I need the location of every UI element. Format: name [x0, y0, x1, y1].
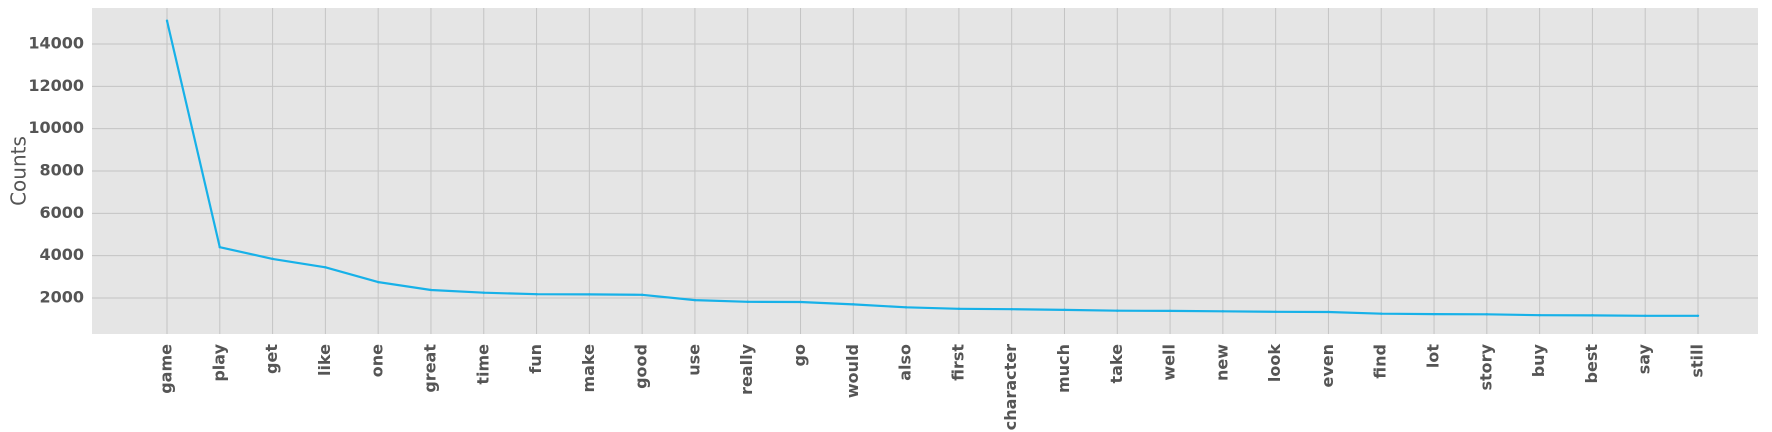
- x-tick-label: go: [790, 344, 809, 366]
- y-tick-label: 14000: [28, 33, 84, 52]
- data-point: [904, 306, 908, 309]
- data-point: [693, 298, 697, 302]
- x-tick-label: buy: [1529, 343, 1548, 377]
- data-point: [1274, 310, 1277, 313]
- data-point: [271, 257, 274, 261]
- data-point: [1432, 312, 1436, 316]
- data-point: [799, 300, 802, 304]
- data-point: [957, 307, 961, 311]
- x-tick-label: take: [1107, 344, 1126, 384]
- data-point: [165, 19, 169, 22]
- x-tick-label: fun: [526, 344, 545, 374]
- x-tick-label: character: [1001, 344, 1020, 430]
- x-tick-label: lot: [1424, 344, 1443, 368]
- x-tick-label: well: [1160, 344, 1179, 381]
- x-tick-label: really: [737, 343, 756, 395]
- y-tick-label: 2000: [39, 288, 84, 307]
- data-point: [1063, 308, 1066, 312]
- x-tick-label: also: [896, 344, 915, 381]
- x-tick-label: time: [473, 344, 492, 385]
- data-point: [640, 293, 644, 297]
- data-point: [1538, 313, 1541, 317]
- x-tick-label: story: [1476, 343, 1495, 390]
- x-tick-label: use: [684, 344, 703, 376]
- x-tick-label: good: [632, 344, 651, 389]
- y-tick-label: 4000: [39, 245, 84, 264]
- x-tick-label: look: [1265, 344, 1284, 382]
- data-point: [1380, 312, 1383, 315]
- x-gridlines: [166, 8, 1699, 334]
- x-tick-label: still: [1688, 344, 1707, 378]
- data-point: [588, 293, 591, 296]
- data-point: [1644, 314, 1647, 317]
- y-axis-label: Counts: [7, 136, 31, 206]
- data-point: [429, 288, 433, 292]
- x-tick-label: would: [843, 344, 862, 398]
- x-tick-label: say: [1635, 343, 1654, 374]
- data-point: [1116, 309, 1119, 312]
- series-group: [165, 19, 1700, 317]
- data-point: [1591, 314, 1594, 317]
- y-gridlines: [92, 43, 1758, 299]
- data-point: [746, 300, 749, 304]
- x-tick-label: play: [209, 343, 228, 381]
- y-tick-label: 8000: [39, 161, 84, 180]
- x-tick-label: like: [315, 344, 334, 376]
- x-tick-label: much: [1054, 344, 1073, 393]
- data-point: [324, 266, 327, 269]
- x-tick-label: new: [1212, 344, 1231, 381]
- x-tick-label: find: [1371, 344, 1390, 379]
- x-tick-label: get: [262, 344, 281, 374]
- data-point: [1485, 313, 1489, 316]
- x-tick-labels: game play get like one great time fun make good us…: [157, 343, 1707, 430]
- x-tick-label: one: [368, 344, 387, 377]
- data-point: [535, 293, 538, 296]
- x-tick-label: great: [420, 344, 439, 393]
- data-point: [1168, 309, 1172, 313]
- data-point: [1010, 308, 1013, 311]
- data-point: [1327, 310, 1330, 314]
- data-point: [852, 303, 855, 306]
- data-point: [482, 291, 485, 294]
- x-tick-label: game: [157, 344, 176, 394]
- x-tick-label: even: [1318, 344, 1337, 388]
- x-tick-label: first: [948, 344, 967, 381]
- y-tick-label: 12000: [28, 76, 84, 95]
- data-point: [1221, 310, 1225, 313]
- x-tick-label: best: [1582, 344, 1601, 384]
- data-point: [218, 246, 221, 249]
- data-point: [376, 280, 380, 284]
- y-tick-label: 10000: [28, 118, 84, 137]
- data-point: [1696, 314, 1700, 317]
- series-line: [165, 20, 1698, 317]
- x-tick-label: make: [579, 344, 598, 393]
- y-tick-label: 6000: [39, 203, 84, 222]
- y-tick-labels: 2000 4000 6000 8000 10000 12000 14000: [28, 33, 84, 306]
